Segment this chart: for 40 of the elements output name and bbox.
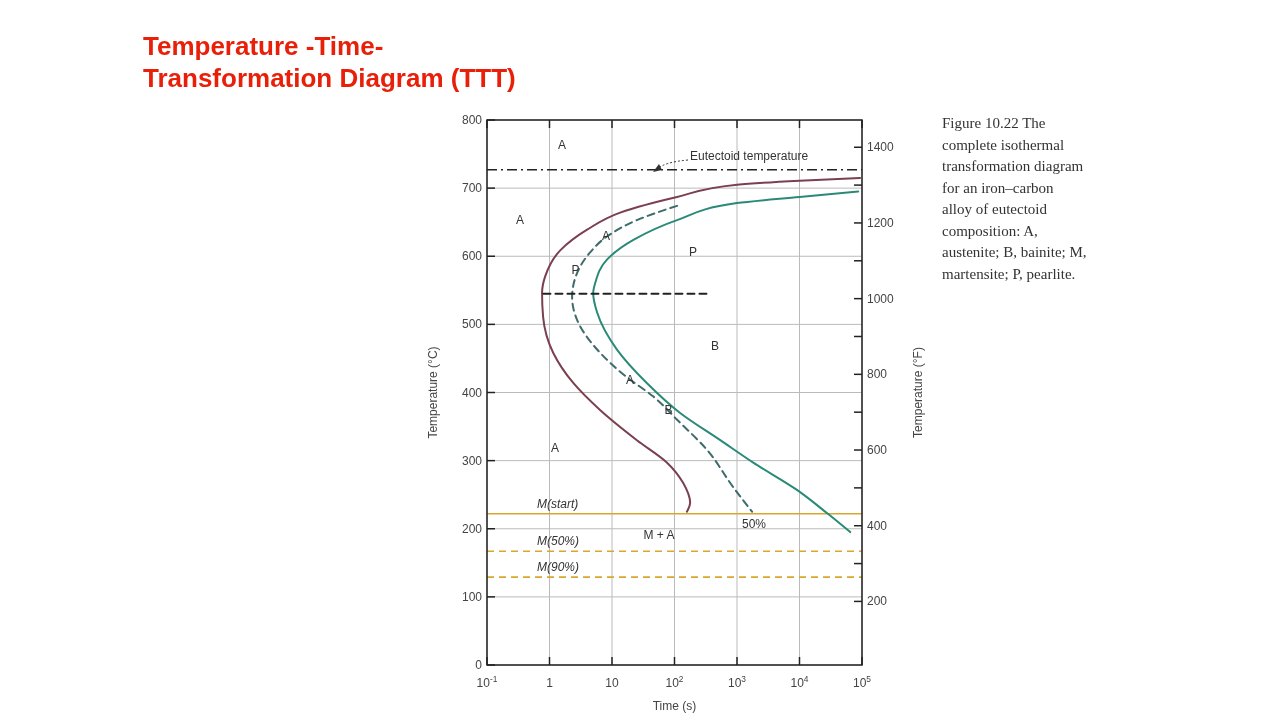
chart-title: Temperature -Time- Transformation Diagram (TTT) [143,31,516,93]
y-axis-title: Temperature (°C) [426,346,440,439]
y-tick-label: 100 [461,589,483,604]
x-tick-label: 10$^{-1}$ [476,674,498,690]
y-tick-label: 800 [461,113,483,127]
ref-line-label: M(90%) [537,560,580,575]
annotation: P [571,262,580,277]
ref-line-label: M(start) [537,496,579,511]
x-tick-label: 1 [546,676,554,690]
annotation: A [515,213,525,227]
annotation: A [557,138,567,152]
y-tick-label: 0 [475,658,483,672]
y-tick-label: 200 [461,521,483,536]
caption: Figure 10.22 The complete isothermal transformation diagram for an iron–carbon alloy of eutectoid composition: A, austenite; B, bainite; M, martensite; P, pearlite. [942,115,1087,282]
annotation: P [688,245,698,259]
annotation: 50% [741,517,767,531]
y-tick-label: 700 [461,181,483,196]
y2-tick-label: 600 [867,443,888,458]
y2-tick-label: 1200 [867,215,895,230]
ref-line-label: Eutectoid temperature [690,148,809,163]
y2-tick-label: 400 [867,518,888,533]
y2-tick-label: 800 [867,367,888,382]
y-tick-label: 600 [461,249,483,264]
y2-tick-label: 1000 [867,291,895,306]
y2-tick-label: 200 [867,594,888,609]
x-tick-label: 10$^{2}$ [665,674,684,690]
y-tick-label: 300 [461,453,483,468]
y-tick-label: 400 [461,385,483,400]
x-axis-title: Time (s) [652,699,697,713]
annotation: B [710,339,720,353]
x-tick-label: 10$^{4}$ [790,674,809,690]
x-tick-label: 10$^{3}$ [727,674,747,690]
annotation: A [550,441,560,455]
y-tick-label: 500 [461,317,483,332]
x-tick-label: 10$^{5}$ [852,674,872,690]
y2-axis-title: Temperature (°F) [911,347,925,438]
ref-line-label: M(50%) [537,534,580,549]
y2-tick-label: 1400 [867,140,895,155]
annotation: M + A [643,528,675,542]
x-tick-label: 10 [605,676,619,690]
